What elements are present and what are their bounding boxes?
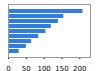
svg-text:150: 150: [55, 65, 68, 71]
svg-text:50: 50: [22, 65, 31, 71]
svg-text:200: 200: [73, 65, 86, 71]
svg-text:100: 100: [37, 65, 50, 71]
svg-text:0: 0: [6, 65, 10, 71]
